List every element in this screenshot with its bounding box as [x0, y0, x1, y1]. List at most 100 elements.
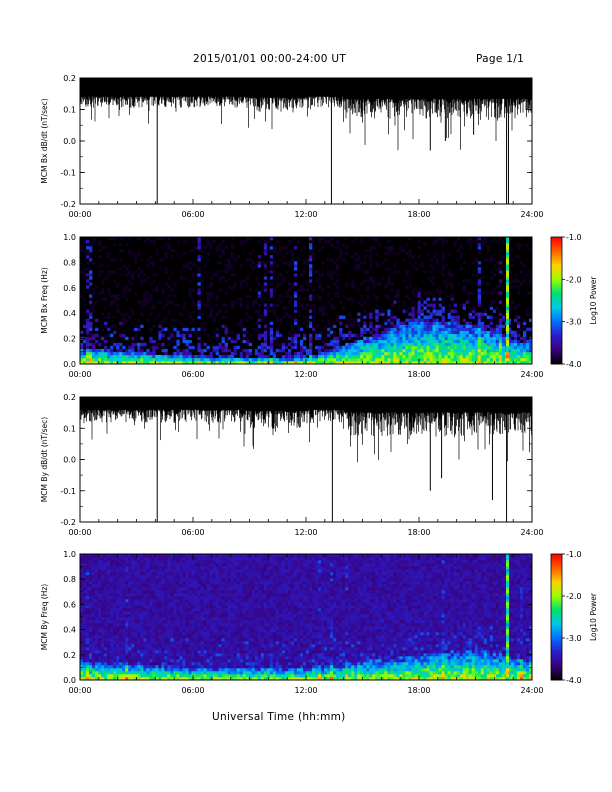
spectrogram-cell	[143, 584, 147, 588]
spectrogram-cell	[179, 668, 183, 672]
spectrogram-cell	[107, 656, 111, 660]
spectrogram-cell	[140, 258, 144, 262]
spectrogram-cell	[101, 596, 105, 600]
spectrogram-cell	[176, 638, 180, 642]
spectrogram-cell	[453, 351, 457, 356]
spectrogram-cell	[98, 671, 102, 675]
spectrogram-cell	[528, 318, 533, 322]
spectrogram-cell	[185, 354, 189, 359]
spectrogram-cell	[131, 354, 135, 359]
spectrogram-cell	[188, 333, 192, 338]
spectrogram-cell	[182, 252, 186, 256]
spectrogram-cell	[146, 360, 150, 365]
spectrogram-cell	[197, 626, 201, 630]
spectrogram-cell	[161, 608, 165, 612]
spectrogram-cell	[173, 560, 177, 564]
spectrogram-cell	[342, 351, 346, 356]
spectrogram-cell	[113, 641, 117, 645]
spectrogram-cell	[191, 327, 195, 332]
spectrogram-cell	[137, 557, 141, 561]
spectrogram-cell	[80, 572, 84, 576]
spectrogram-cell	[131, 321, 135, 325]
spectrogram-cell	[146, 566, 150, 570]
spectrogram-cell	[462, 339, 466, 344]
spectrogram-cell	[191, 273, 195, 277]
spectrogram-cell	[116, 599, 120, 603]
spectrogram-cell	[80, 614, 84, 618]
spectrogram-cells	[80, 554, 533, 681]
spectrogram-cell	[375, 261, 379, 265]
spectrogram-cell	[438, 237, 442, 241]
spectrogram-cell	[140, 659, 144, 663]
spectrogram-cell	[125, 671, 129, 675]
spectrogram-cell	[119, 258, 123, 262]
spectrogram-cell	[239, 339, 244, 344]
spectrogram-cell	[161, 650, 165, 654]
spectrogram-cell	[170, 650, 174, 654]
spectrogram-cell	[107, 659, 111, 663]
spectrogram-cell	[284, 360, 289, 365]
spectrogram-cell	[179, 650, 183, 654]
spectrogram-cell	[191, 608, 195, 612]
spectrogram-cell	[408, 261, 412, 265]
spectrogram-cell	[101, 647, 105, 651]
spectrogram-cell	[116, 629, 120, 633]
spectrogram-cell	[122, 596, 126, 600]
spectrogram-cell	[257, 354, 262, 359]
spectrogram-cell	[447, 327, 451, 332]
spectrogram-cell	[185, 674, 189, 678]
spectrogram-cell	[95, 647, 99, 651]
spectrogram-cell	[417, 348, 421, 353]
spectrogram-cell	[89, 593, 93, 597]
spectrogram-cell	[89, 677, 93, 681]
spectrogram-cell	[402, 336, 406, 341]
spectrogram-cell	[402, 330, 406, 335]
spectrogram-cell	[194, 291, 198, 295]
spectrogram-cell	[411, 333, 415, 338]
spectrogram-cell	[200, 560, 204, 564]
spectrogram-cell	[125, 611, 129, 615]
x-tick-label: 18:00	[407, 528, 430, 537]
spectrogram-cell	[158, 674, 162, 678]
spectrogram-cell	[528, 327, 533, 332]
spectrogram-cell	[101, 297, 105, 301]
spectrogram-cell	[306, 351, 310, 356]
spectrogram-cell	[456, 354, 460, 359]
spectrogram-cell	[188, 261, 192, 265]
spectrogram-cell	[119, 593, 123, 597]
spectrogram-cell	[89, 626, 93, 630]
spectrogram-cell	[399, 327, 403, 332]
spectrogram-cell	[453, 303, 457, 307]
spectrogram-cell	[444, 282, 448, 286]
spectrogram-cell	[149, 599, 153, 603]
spectrogram-cell	[522, 345, 527, 350]
spectrogram-cell	[167, 569, 171, 573]
spectrogram-cell	[185, 351, 189, 356]
spectrogram-cell	[441, 300, 445, 304]
spectrogram-cell	[176, 593, 180, 597]
spectrogram-cell	[170, 638, 174, 642]
spectrogram-cell	[173, 620, 177, 624]
spectrogram-cell	[110, 620, 114, 624]
spectrogram-cell	[426, 324, 430, 329]
spectrogram-cell	[173, 611, 177, 615]
spectrogram-cell	[95, 333, 99, 338]
spectrogram-cell	[158, 617, 162, 621]
spectrogram-cell	[113, 590, 117, 594]
spectrogram-cell	[158, 557, 162, 561]
spectrogram-cell	[318, 357, 322, 362]
spectrogram-cell	[483, 312, 488, 316]
spectrogram-cell	[119, 656, 123, 660]
spectrogram-cell	[98, 240, 102, 244]
colorbar-segment	[551, 256, 562, 259]
spectrogram-cell	[402, 339, 406, 344]
spectrogram-cell	[140, 623, 144, 627]
spectrogram-cell	[89, 602, 93, 606]
spectrogram-cell	[420, 321, 424, 325]
spectrogram-cell	[176, 653, 180, 657]
spectrogram-cell	[200, 626, 204, 630]
spectrogram-cell	[158, 635, 162, 639]
spectrogram-cell	[185, 671, 189, 675]
spectrogram-cell	[161, 620, 165, 624]
spectrogram-cell	[233, 339, 237, 344]
